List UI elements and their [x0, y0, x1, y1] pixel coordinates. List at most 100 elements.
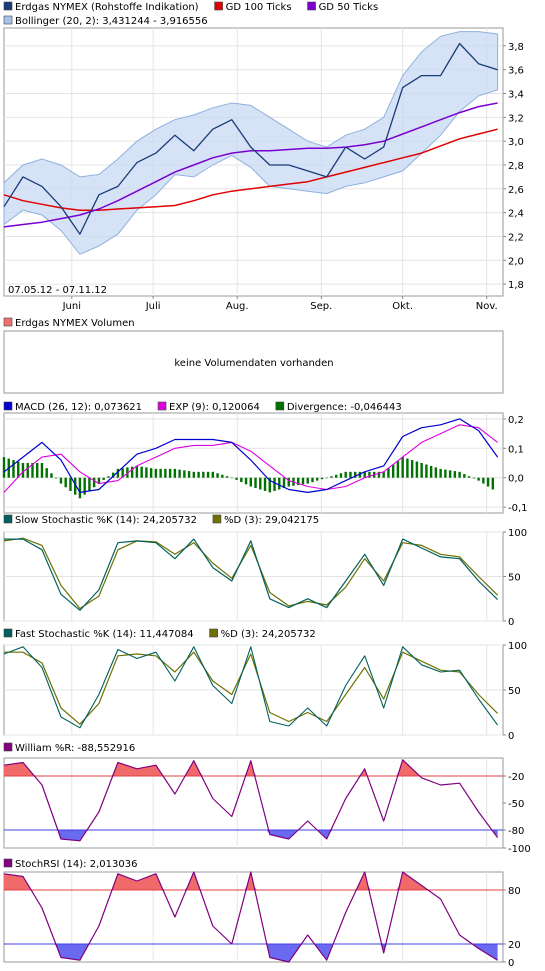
william-tick-1: -50	[508, 799, 524, 810]
fast-stoch-legend-swatch-1	[209, 628, 218, 638]
price-legend-1: GD 100 Ticks	[226, 2, 292, 13]
price-tick-7: 2,4	[508, 209, 524, 220]
divergence-bar	[301, 477, 305, 485]
slow-stoch-legend-swatch-0	[3, 514, 13, 524]
divergence-bar	[401, 457, 404, 478]
gd100-line	[3, 128, 498, 211]
divergence-bar	[140, 466, 143, 478]
divergence-bar	[491, 477, 495, 490]
price-tick-6: 2,6	[508, 185, 524, 196]
divergence-bar	[458, 471, 461, 478]
macd-legend-1: EXP (9): 0,120064	[169, 402, 260, 413]
william-overbought-fill	[4, 759, 498, 776]
macd-tick-3: -0,1	[508, 503, 528, 514]
divergence-bar	[107, 476, 110, 478]
slow-stoch-tick-2: 0	[508, 617, 514, 628]
slow-stoch-tick-1: 50	[508, 573, 521, 584]
divergence-bar	[64, 477, 67, 488]
divergence-bar	[259, 477, 262, 490]
macd-tick-1: 0,1	[508, 444, 524, 455]
volume-legend-0: Erdgas NYMEX Volumen	[15, 318, 135, 329]
divergence-bar	[102, 477, 105, 480]
x-tick-3: Sep.	[310, 301, 332, 312]
divergence-bar	[406, 458, 409, 478]
divergence-bar	[263, 477, 267, 491]
price-legend-2: GD 50 Ticks	[319, 2, 379, 13]
price-tick-1: 3,6	[508, 66, 524, 77]
divergence-bar	[2, 457, 6, 478]
volume-legend-swatch-0	[3, 317, 13, 327]
macd-tick-2: 0,0	[508, 474, 524, 485]
divergence-bar	[50, 473, 53, 478]
divergence-bar	[429, 465, 433, 478]
price-legend-swatch-1	[214, 1, 223, 11]
divergence-bar	[26, 463, 29, 478]
divergence-bar	[320, 477, 324, 480]
divergence-bar	[92, 477, 96, 488]
divergence-bar	[344, 471, 347, 478]
x-tick-0: Juni	[62, 301, 81, 312]
divergence-bar	[268, 477, 271, 493]
divergence-bar	[240, 477, 243, 483]
stochrsi-overbought-fill	[4, 872, 498, 890]
divergence-bar	[225, 476, 229, 478]
price-tick-8: 2,2	[508, 232, 524, 243]
divergence-bar	[287, 477, 290, 487]
divergence-bar	[339, 473, 343, 478]
price-tick-9: 2,0	[508, 256, 524, 267]
divergence-bar	[45, 468, 48, 478]
price-line	[3, 42, 498, 235]
price-tick-2: 3,4	[508, 90, 524, 101]
divergence-bar	[244, 477, 248, 485]
divergence-bar	[21, 463, 25, 478]
divergence-bar	[363, 471, 366, 478]
divergence-bar	[202, 471, 205, 478]
macd-legend-0: MACD (26, 12): 0,073621	[15, 402, 142, 413]
divergence-bar	[88, 477, 91, 491]
divergence-bar	[121, 468, 124, 478]
macd-line	[3, 418, 499, 493]
william-legend-0: William %R: -88,552916	[15, 743, 135, 754]
macd-legend-2: Divergence: -0,046443	[287, 402, 402, 413]
divergence-bar	[467, 476, 471, 478]
divergence-bar	[477, 477, 480, 481]
william-legend-swatch-0	[3, 742, 13, 752]
divergence-bar	[249, 477, 252, 487]
slow-k-line	[4, 538, 499, 611]
divergence-bar	[306, 477, 309, 484]
price-tick-3: 3,2	[508, 113, 524, 124]
fast-stoch-tick-2: 0	[508, 731, 514, 742]
fast-stoch-tick-0: 100	[508, 641, 527, 652]
divergence-bar	[235, 477, 238, 480]
divergence-bar	[168, 468, 172, 478]
x-tick-5: Nov.	[476, 301, 498, 312]
divergence-bar	[211, 471, 215, 478]
william-tick-0: -20	[508, 772, 524, 783]
divergence-bar	[149, 468, 153, 478]
divergence-bar	[254, 477, 257, 488]
divergence-bar	[444, 469, 447, 478]
divergence-bar	[273, 477, 276, 491]
divergence-bar	[59, 477, 63, 484]
stochrsi-line	[3, 871, 498, 963]
divergence-bar	[126, 467, 129, 478]
volume-message: keine Volumendaten vorhanden	[174, 358, 333, 369]
divergence-bar	[410, 460, 414, 478]
divergence-bar	[159, 468, 162, 478]
stochrsi-tick-0: 80	[508, 886, 521, 897]
fast-stoch-legend-0: Fast Stochastic %K (14): 11,447084	[15, 629, 194, 640]
divergence-bar	[36, 463, 39, 478]
divergence-bar	[453, 471, 457, 478]
divergence-bar	[353, 471, 357, 478]
divergence-bar	[197, 471, 200, 478]
divergence-bar	[111, 472, 115, 478]
divergence-bar	[316, 477, 319, 481]
divergence-bar	[12, 460, 15, 478]
divergence-bar	[73, 477, 77, 495]
price-tick-5: 2,8	[508, 161, 524, 172]
stochrsi-tick-2: 0	[508, 958, 514, 969]
divergence-bar	[349, 471, 352, 478]
divergence-bar	[434, 467, 438, 478]
price-tick-4: 3,0	[508, 137, 524, 148]
divergence-bar	[116, 468, 120, 478]
